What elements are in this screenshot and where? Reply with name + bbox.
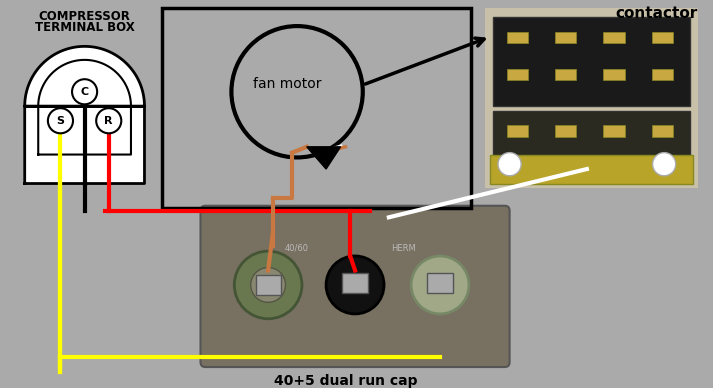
Text: S: S <box>56 116 64 126</box>
Bar <box>491 154 693 184</box>
Bar <box>555 125 576 137</box>
Bar <box>162 8 471 208</box>
Circle shape <box>652 152 676 176</box>
Bar <box>652 32 673 43</box>
Circle shape <box>411 256 469 314</box>
Bar <box>486 8 698 188</box>
Bar <box>493 17 690 106</box>
Text: 40/60: 40/60 <box>285 244 309 253</box>
Text: fan motor: fan motor <box>253 77 322 91</box>
Bar <box>342 274 368 293</box>
Circle shape <box>251 268 285 302</box>
Circle shape <box>232 26 363 158</box>
Text: contactor: contactor <box>616 6 698 21</box>
Circle shape <box>96 108 121 133</box>
Bar <box>603 32 625 43</box>
Bar <box>428 274 453 293</box>
Bar <box>603 69 625 80</box>
Text: TERMINAL BOX: TERMINAL BOX <box>35 21 135 34</box>
Polygon shape <box>307 147 341 169</box>
Bar <box>652 69 673 80</box>
Bar <box>507 32 528 43</box>
Circle shape <box>235 251 302 319</box>
Polygon shape <box>25 47 145 184</box>
Text: COMPRESSOR: COMPRESSOR <box>39 10 130 23</box>
Bar <box>652 125 673 137</box>
Circle shape <box>48 108 73 133</box>
Bar <box>493 111 690 174</box>
Text: HERM: HERM <box>391 244 416 253</box>
Text: R: R <box>105 116 113 126</box>
Bar <box>507 125 528 137</box>
Circle shape <box>498 152 521 176</box>
Bar <box>255 275 281 294</box>
Circle shape <box>72 79 97 104</box>
FancyBboxPatch shape <box>200 206 510 367</box>
Text: 40+5 dual run cap: 40+5 dual run cap <box>274 374 417 388</box>
Bar <box>507 69 528 80</box>
Bar <box>555 69 576 80</box>
Bar <box>555 32 576 43</box>
Text: C: C <box>81 87 88 97</box>
Circle shape <box>326 256 384 314</box>
Bar <box>603 125 625 137</box>
